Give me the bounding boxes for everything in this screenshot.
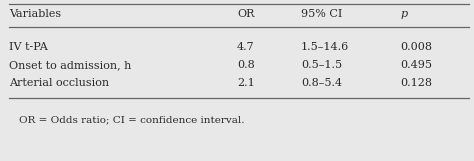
Text: 0.8–5.4: 0.8–5.4 <box>301 78 342 88</box>
Text: IV t-PA: IV t-PA <box>9 42 48 52</box>
Text: Onset to admission, h: Onset to admission, h <box>9 60 132 70</box>
Text: 0.008: 0.008 <box>401 42 433 52</box>
Text: 2.1: 2.1 <box>237 78 255 88</box>
Text: 4.7: 4.7 <box>237 42 255 52</box>
Text: OR: OR <box>237 9 255 19</box>
Text: 0.8: 0.8 <box>237 60 255 70</box>
Text: Arterial occlusion: Arterial occlusion <box>9 78 109 88</box>
Text: 0.128: 0.128 <box>401 78 433 88</box>
Text: 95% CI: 95% CI <box>301 9 342 19</box>
Text: 1.5–14.6: 1.5–14.6 <box>301 42 349 52</box>
Text: OR = Odds ratio; CI = confidence interval.: OR = Odds ratio; CI = confidence interva… <box>19 115 245 124</box>
Text: 0.495: 0.495 <box>401 60 433 70</box>
Text: 0.5–1.5: 0.5–1.5 <box>301 60 342 70</box>
Text: Variables: Variables <box>9 9 62 19</box>
Text: p: p <box>401 9 408 19</box>
